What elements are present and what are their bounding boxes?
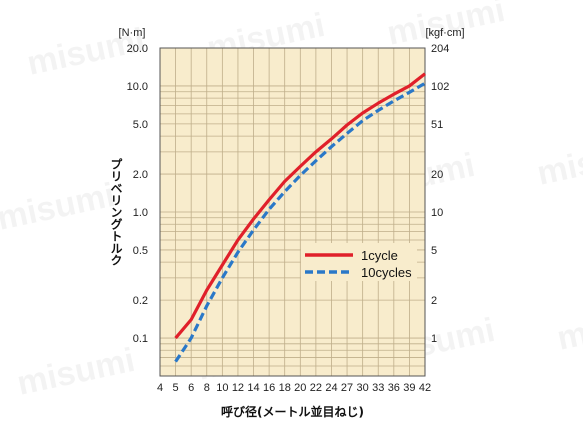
x-tick-label: 20 (294, 382, 306, 394)
legend-label-1cycle: 1cycle (361, 248, 398, 263)
right-tick-label: 5 (431, 245, 437, 257)
watermark: misumi (14, 341, 138, 403)
x-tick-label: 16 (263, 382, 275, 394)
x-tick-label: 36 (388, 382, 400, 394)
left-axis-ticks: 20.0 10.0 5.0 2.0 1.0 0.5 0.2 0.1 (127, 43, 148, 345)
plot-frame (159, 47, 426, 377)
left-tick-label: 0.5 (133, 245, 148, 257)
series-line-1cycle (174, 72, 426, 340)
left-tick-label: 20.0 (127, 43, 148, 55)
right-tick-label: 2 (431, 295, 437, 307)
x-tick-label: 4 (157, 382, 163, 394)
x-axis-ticks: 4 5 6 8 10 12 14 16 18 20 22 24 27 30 33 36 39 42 (157, 382, 431, 394)
x-tick-label: 18 (279, 382, 291, 394)
left-tick-label: 0.1 (133, 333, 148, 345)
x-tick-label: 33 (372, 382, 384, 394)
left-tick-label: 5.0 (133, 119, 148, 131)
watermark: misumi (0, 176, 118, 238)
x-tick-label: 5 (173, 382, 179, 394)
legend-label-10cycles: 10cycles (361, 265, 412, 280)
x-tick-label: 12 (232, 382, 244, 394)
right-tick-label: 51 (431, 119, 443, 131)
right-tick-label: 102 (431, 81, 449, 93)
x-tick-label: 10 (216, 382, 228, 394)
right-tick-label: 204 (431, 43, 449, 55)
watermark: misumi (554, 296, 583, 358)
left-tick-label: 2.0 (133, 169, 148, 181)
right-axis-unit: [kgf·cm] (425, 27, 464, 39)
x-tick-label: 8 (204, 382, 210, 394)
left-tick-label: 10.0 (127, 81, 148, 93)
right-tick-label: 20 (431, 169, 443, 181)
watermark: misumi (534, 131, 583, 193)
series-layer (174, 72, 426, 363)
series-line-10cycles (174, 81, 426, 363)
x-axis-label: 呼び径(メートル並目ねじ) (221, 404, 364, 419)
right-tick-label: 1 (431, 333, 437, 345)
x-tick-label: 27 (341, 382, 353, 394)
x-tick-label: 14 (247, 382, 259, 394)
left-tick-label: 0.2 (133, 295, 148, 307)
right-tick-label: 10 (431, 207, 443, 219)
x-tick-label: 39 (403, 382, 415, 394)
left-axis-unit: [N·m] (119, 27, 146, 39)
x-tick-label: 22 (310, 382, 322, 394)
x-tick-label: 24 (325, 382, 337, 394)
right-axis-ticks: 204 102 51 20 10 5 2 1 (431, 43, 449, 345)
y-axis-label: プリベリングトルク (109, 158, 123, 266)
legend-background (301, 243, 417, 281)
x-tick-label: 30 (357, 382, 369, 394)
x-tick-label: 42 (419, 382, 431, 394)
left-tick-label: 1.0 (133, 207, 148, 219)
legend: 1cycle 10cycles (301, 243, 417, 281)
x-tick-label: 6 (188, 382, 194, 394)
